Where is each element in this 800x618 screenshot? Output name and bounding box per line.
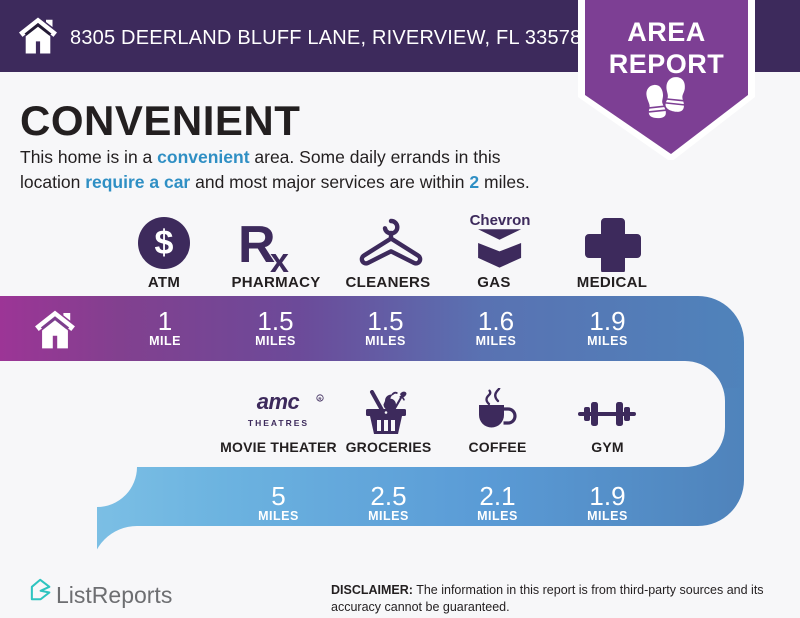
svg-text:amc: amc xyxy=(257,393,300,413)
